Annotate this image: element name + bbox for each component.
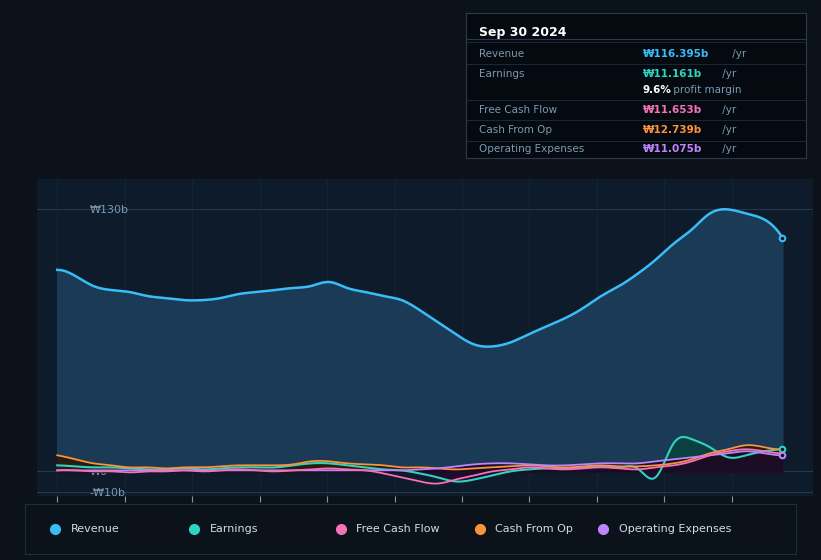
Text: profit margin: profit margin	[670, 85, 741, 95]
Text: ₩116.395b: ₩116.395b	[643, 49, 709, 59]
Text: ₩11.161b: ₩11.161b	[643, 69, 702, 79]
Text: Revenue: Revenue	[479, 49, 525, 59]
Text: Earnings: Earnings	[210, 524, 259, 534]
Text: /yr: /yr	[719, 125, 736, 136]
Text: 9.6%: 9.6%	[643, 85, 672, 95]
Text: /yr: /yr	[719, 144, 736, 154]
Text: Sep 30 2024: Sep 30 2024	[479, 26, 566, 39]
Text: Operating Expenses: Operating Expenses	[619, 524, 732, 534]
Text: Revenue: Revenue	[71, 524, 120, 534]
Text: ₩12.739b: ₩12.739b	[643, 125, 702, 136]
Text: Earnings: Earnings	[479, 69, 525, 79]
Text: /yr: /yr	[719, 69, 736, 79]
Text: ₩11.075b: ₩11.075b	[643, 144, 702, 154]
Text: Free Cash Flow: Free Cash Flow	[356, 524, 440, 534]
Text: /yr: /yr	[728, 49, 745, 59]
Text: Operating Expenses: Operating Expenses	[479, 144, 585, 154]
Text: Free Cash Flow: Free Cash Flow	[479, 105, 557, 115]
Text: ₩11.653b: ₩11.653b	[643, 105, 702, 115]
Text: Cash From Op: Cash From Op	[495, 524, 573, 534]
Text: Cash From Op: Cash From Op	[479, 125, 553, 136]
Text: /yr: /yr	[719, 105, 736, 115]
